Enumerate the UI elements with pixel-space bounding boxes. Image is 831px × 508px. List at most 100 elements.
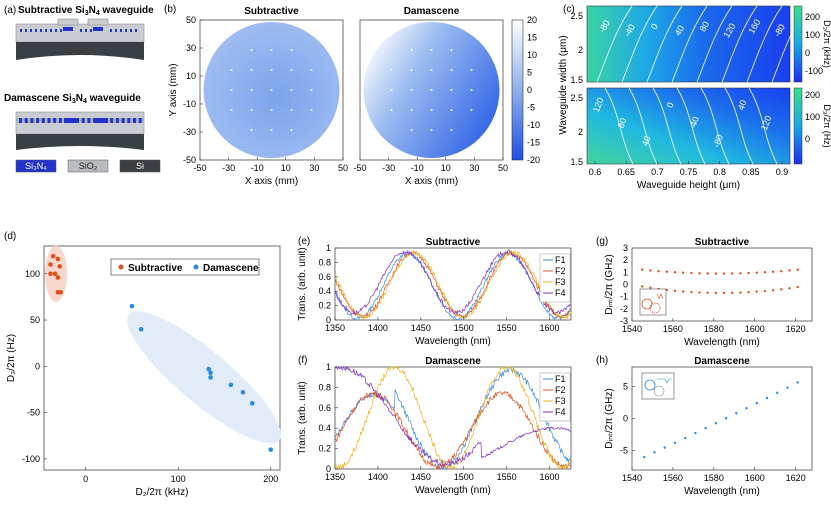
legend-label: Si₃N₄ <box>25 161 47 171</box>
y-tick-label: -3 <box>620 316 628 326</box>
data-point <box>138 327 144 332</box>
data-point <box>714 422 718 425</box>
fill-pattern <box>115 118 119 123</box>
data-point <box>673 271 677 274</box>
colorbar-tick-label: -5 <box>527 103 535 113</box>
measurement-point <box>450 129 453 131</box>
measurement-point <box>290 129 293 131</box>
fill-pattern <box>47 118 51 123</box>
heatmap-top <box>586 5 791 83</box>
measurement-point <box>450 89 453 91</box>
fill-pattern <box>85 29 87 32</box>
fill-pattern <box>87 118 91 123</box>
y-tick-label: 1.5 <box>570 75 583 85</box>
data-point <box>788 287 791 290</box>
panel-f-title: Damascene <box>425 356 481 367</box>
measurement-point <box>430 89 433 91</box>
contour-line <box>671 5 708 83</box>
fill-pattern <box>53 118 57 123</box>
y-tick-label: 0.8 <box>318 382 331 392</box>
measurement-point <box>250 109 253 111</box>
title-part: Damascene Si <box>4 93 72 104</box>
y-tick-label: 2 <box>578 127 583 137</box>
data-point <box>714 291 718 295</box>
measurement-point <box>470 69 473 71</box>
data-point <box>763 271 767 274</box>
measurement-point <box>450 69 453 71</box>
data-point <box>649 269 652 272</box>
y-tick-label: -50 <box>27 408 40 418</box>
contour-line <box>628 87 658 165</box>
x-tick-label: 1350 <box>325 472 345 482</box>
x-tick-label: 0.7 <box>651 167 664 177</box>
panel-f: (f) Damascene 1350 1400 1450 1500 1550 1600 1 0.8… <box>297 355 572 496</box>
data-point <box>755 290 758 293</box>
data-point <box>249 401 255 406</box>
inset-ring <box>649 302 661 314</box>
y-tick-label: -1 <box>620 292 628 302</box>
title-part: 3 <box>72 98 76 105</box>
colorbar <box>511 19 524 161</box>
y-tick-label: 0.8 <box>318 257 331 267</box>
contour-line <box>596 5 633 83</box>
x-axis-label: Wavelength (nm) <box>684 486 760 497</box>
colorbar-tick-label: 200 <box>805 12 820 22</box>
measurement-point <box>230 89 233 91</box>
x-tick-label: 1500 <box>454 472 474 482</box>
contour-label: 40 <box>736 99 749 112</box>
measurement-point <box>310 109 313 111</box>
colorbar-tick-label: 100 <box>805 112 820 122</box>
panel-label-f: (f) <box>298 355 307 366</box>
measurement-point <box>290 89 293 91</box>
contour-line <box>652 87 682 165</box>
data-point <box>641 268 644 271</box>
title-part: 4 <box>96 10 100 17</box>
x-tick-label: 1600 <box>745 324 765 334</box>
panel-g: (g) Subtractive 1540 1560 1580 1600 1620 3 2 1 0 -1… <box>596 236 813 348</box>
fill-pattern <box>58 118 62 123</box>
data-point <box>698 291 701 294</box>
y-tick-label: 10 <box>186 71 196 81</box>
legend-box <box>110 258 260 276</box>
fill-pattern <box>50 29 52 32</box>
legend-label: F1 <box>555 255 566 265</box>
contour-line <box>746 5 783 83</box>
panel-b: (b) Subtractive-50 -30 -10 10 30 50X axis (mm)… <box>164 4 540 187</box>
data-point <box>786 386 789 389</box>
data-point <box>698 272 701 275</box>
si3n4-core <box>93 27 103 31</box>
spectrum-line <box>334 249 572 320</box>
x-tick-label: -30 <box>382 163 395 173</box>
data-point <box>747 291 750 294</box>
fill-pattern <box>120 29 122 32</box>
measurement-point <box>290 69 293 71</box>
colorbar-tick-label: 15 <box>527 33 537 43</box>
y-axis-label: Y axis (mm) <box>168 63 179 116</box>
x-tick-label: 1450 <box>411 472 431 482</box>
axes-box <box>359 19 504 161</box>
data-point <box>694 431 697 435</box>
si3n4-core <box>63 27 73 31</box>
colorbar-tick-label: 20 <box>527 15 537 25</box>
x-tick-label: 1620 <box>786 473 806 483</box>
data-point <box>771 270 775 273</box>
data-point <box>731 291 734 295</box>
data-point <box>681 290 685 293</box>
measurement-point <box>270 129 273 131</box>
colorbar-tick-label: 10 <box>527 50 537 60</box>
data-point <box>796 285 799 289</box>
si3n4-core <box>64 118 76 123</box>
data-point <box>722 272 726 275</box>
colorbar-tick-label: 0 <box>805 48 810 58</box>
measurement-point <box>270 69 273 71</box>
panel-e: (e) Subtractive 1350 1400 1450 1500 1550 1600 1 0… <box>297 236 572 347</box>
x-tick-label: 1560 <box>663 473 683 483</box>
contour-line <box>721 5 758 83</box>
x-tick-label: 1600 <box>540 323 560 333</box>
panel-c: (c)-80 -40 0 40 80 120 160 -8012080400-40-80401… <box>558 4 831 191</box>
data-point <box>739 291 742 294</box>
x-tick-label: 1550 <box>497 472 517 482</box>
contour-label: 0 <box>665 101 676 109</box>
y-tick-label: 0.4 <box>318 423 331 433</box>
legend-label: F4 <box>555 288 566 298</box>
